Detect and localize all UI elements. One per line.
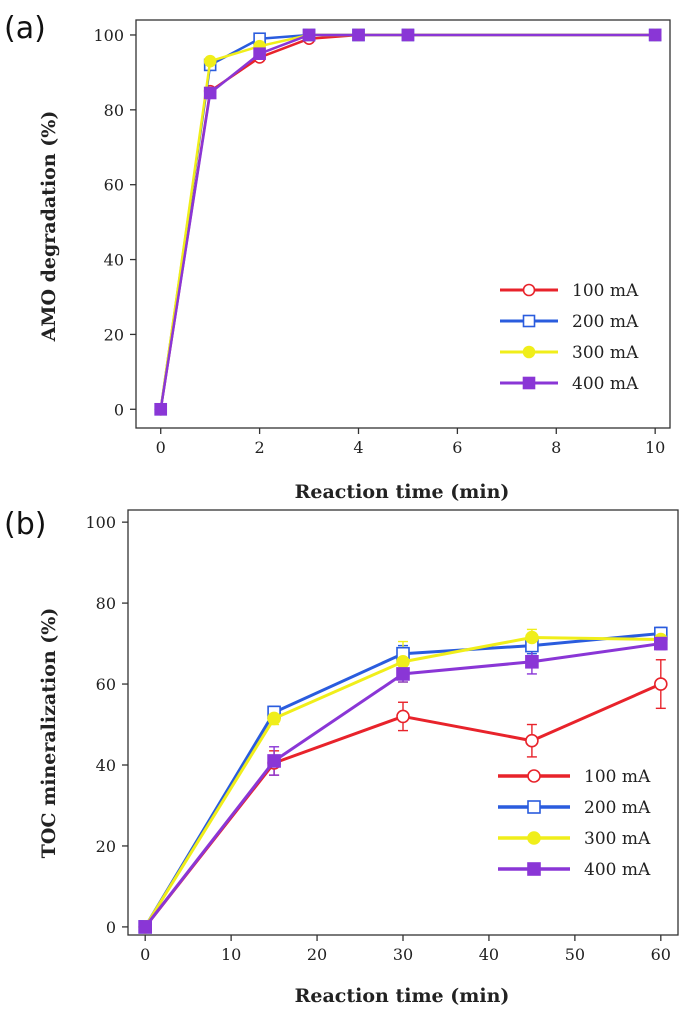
panel-a-legend-300-ma-label: 300 mA: [572, 343, 639, 363]
panel-b-x-tick-label: 0: [140, 945, 150, 964]
panel-a-x-tick-label: 6: [452, 438, 462, 457]
panel-a-series-400-ma-point: [302, 28, 316, 42]
panel-b-x-tick-label: 50: [565, 945, 585, 964]
panel-b-legend-200-ma-marker: [527, 800, 541, 814]
panel-a-x-tick-label: 0: [156, 438, 166, 457]
panel-a-x-axis-title: Reaction time (min): [295, 481, 510, 503]
panel-b-y-tick-label: 60: [96, 675, 116, 694]
panel-a-series-300-ma-point: [203, 54, 217, 68]
panel-a-legend-100-ma-label: 100 mA: [572, 281, 639, 301]
panel-b-series-100-ma-point: [525, 733, 539, 748]
panel-b-y-tick-label: 80: [96, 594, 116, 613]
panel-b-x-tick-label: 30: [393, 945, 413, 964]
panel-b-legend-400-ma-label: 400 mA: [584, 860, 651, 880]
panel-b-y-tick-label: 0: [106, 918, 116, 937]
panel-b-legend-300-ma-label: 300 mA: [584, 829, 651, 849]
panel-a-y-axis-title: AMO degradation (%): [38, 111, 60, 343]
panel-a-y-tick-label: 60: [104, 176, 124, 195]
panel-a-plot-frame: [135, 19, 671, 429]
panel-b-series-400-ma-point: [654, 636, 668, 651]
panel-a-y-tick-label: 20: [104, 325, 124, 344]
panel-a-legend-200-ma-label: 200 mA: [572, 312, 639, 332]
panel-a-y-tick-label: 40: [104, 251, 124, 270]
panel-a-y-tick-label: 80: [104, 101, 124, 120]
panel-a-x-tick-label: 2: [255, 438, 265, 457]
panel-b-series-300-ma-point: [267, 711, 281, 726]
panel-a-y-tick-label: 100: [93, 26, 124, 45]
panel-b-legend-200-ma-label: 200 mA: [584, 798, 651, 818]
panel-a-legend-200-ma-marker: [522, 314, 536, 328]
panel-b-series-100-ma-point: [396, 709, 410, 724]
panel-a-series-400-ma-point: [401, 28, 415, 42]
panel-a-legend-400-ma-marker: [522, 376, 536, 390]
panel-b-x-tick-label: 40: [479, 945, 499, 964]
panel-b-x-axis-title: Reaction time (min): [295, 985, 510, 1007]
panel-b-y-tick-label: 40: [96, 756, 116, 775]
panel-a-legend-300-ma-marker: [522, 345, 536, 359]
panel-b-series-400-ma-point: [396, 667, 410, 681]
panel-a-series-400-ma-point: [253, 47, 266, 60]
panel-b-legend-400-ma-marker: [527, 862, 541, 876]
panel-a-x-tick-label: 4: [353, 438, 363, 457]
panel-b-chart: (b) Reaction time (min) TOC mineralizati…: [4, 507, 679, 1007]
panel-b-series-300-ma-point: [525, 630, 539, 645]
panel-a-legend-100-ma-marker: [522, 283, 536, 297]
panel-a-series-400-ma-point: [154, 402, 168, 416]
panel-a-x-tick-label: 10: [645, 438, 665, 457]
panel-b-legend-300-ma-marker: [527, 831, 541, 845]
panel-b-series-400-ma-point: [138, 920, 152, 934]
panel-a-chart: (a) Reaction time (min) AMO degradation …: [4, 11, 671, 503]
panel-b-legend-100-ma-marker: [527, 769, 541, 783]
panel-b-x-tick-label: 20: [307, 945, 327, 964]
panel-b-y-tick-label: 20: [96, 837, 116, 856]
panel-b-legend-100-ma-label: 100 mA: [584, 767, 651, 787]
panel-b-label: (b): [4, 507, 46, 542]
panel-b-y-axis-title: TOC mineralization (%): [38, 608, 60, 859]
panel-a-label: (a): [4, 11, 46, 46]
panel-b-x-tick-label: 10: [221, 945, 241, 964]
panel-a-series-400-ma-point: [203, 86, 217, 100]
panel-a-x-tick-label: 8: [551, 438, 561, 457]
panel-a-legend-400-ma-label: 400 mA: [572, 374, 639, 394]
panel-b-x-tick-label: 60: [651, 945, 671, 964]
panel-a-series-400-ma-point: [352, 28, 365, 42]
panel-a-series-400-ma-point: [648, 28, 662, 42]
panel-b-y-tick-label: 100: [85, 513, 116, 532]
panel-b-series-400-ma-point: [525, 654, 539, 669]
panel-b-series-300-ma-point: [396, 654, 410, 669]
panel-a-y-tick-label: 0: [114, 400, 124, 419]
panel-b-series-100-ma-point: [654, 677, 668, 691]
panel-b-series-400-ma-point: [267, 754, 281, 768]
